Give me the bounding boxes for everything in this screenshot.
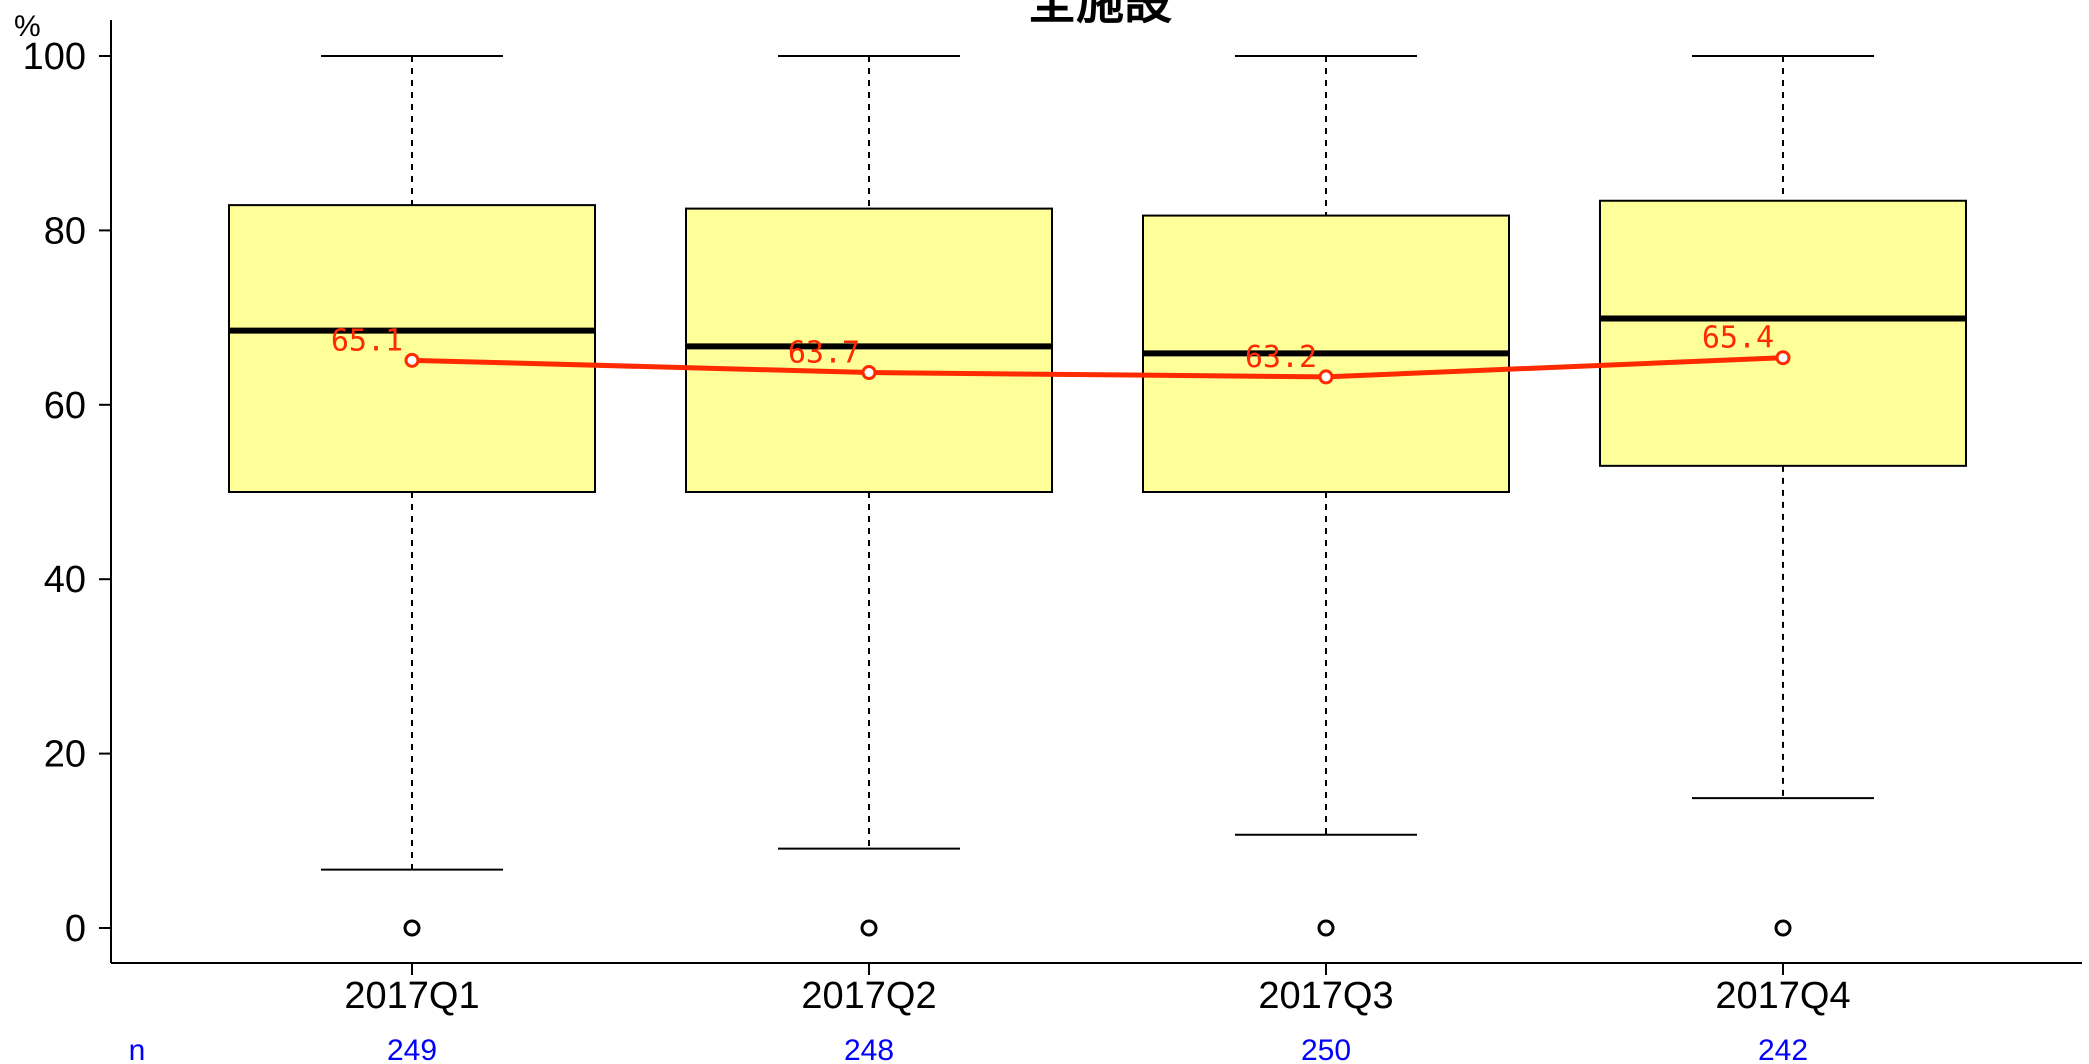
box-2017Q1 bbox=[228, 55, 596, 937]
n-value: 250 bbox=[1301, 1034, 1351, 1064]
n-value: 249 bbox=[387, 1034, 437, 1064]
iqr-box bbox=[228, 204, 596, 493]
mean-line bbox=[411, 355, 1784, 380]
mean-value-label: 65.1 bbox=[331, 323, 403, 358]
chart-title: 全施設 bbox=[1027, 0, 1172, 30]
x-tick-label: 2017Q4 bbox=[1715, 975, 1850, 1017]
outlier-point bbox=[1774, 919, 1792, 937]
y-tick-label: 40 bbox=[44, 559, 86, 601]
box-2017Q4 bbox=[1599, 55, 1967, 937]
iqr-box bbox=[685, 207, 1053, 493]
mean-value-label: 63.2 bbox=[1245, 340, 1317, 375]
x-tick-label: 2017Q3 bbox=[1258, 975, 1393, 1017]
mean-point bbox=[404, 352, 420, 368]
outlier-point bbox=[403, 919, 421, 937]
n-values: 249 248 250 242 bbox=[387, 1034, 1808, 1064]
mean-point bbox=[861, 365, 877, 381]
x-tick-label: 2017Q2 bbox=[801, 975, 936, 1017]
y-axis-ticks: 0 20 40 60 80 100 bbox=[23, 36, 111, 950]
mean-point bbox=[1775, 350, 1791, 366]
box-2017Q3 bbox=[1142, 55, 1510, 937]
mean-value-label: 65.4 bbox=[1702, 321, 1774, 356]
box-plots bbox=[228, 55, 1967, 937]
y-tick-label: 20 bbox=[44, 734, 86, 776]
x-tick-label: 2017Q1 bbox=[344, 975, 479, 1017]
y-axis-unit: % bbox=[14, 10, 41, 43]
mean-value-label: 63.7 bbox=[788, 336, 860, 371]
mean-line-series: 65.1 63.7 63.2 65.4 bbox=[331, 321, 1791, 385]
y-tick-label: 60 bbox=[44, 385, 86, 427]
n-value: 242 bbox=[1758, 1034, 1808, 1064]
outlier-point bbox=[1317, 919, 1335, 937]
n-value: 248 bbox=[844, 1034, 894, 1064]
n-row-label: n bbox=[129, 1034, 146, 1064]
x-axis-labels: 2017Q1 2017Q2 2017Q3 2017Q4 bbox=[344, 963, 1851, 1017]
y-tick-label: 0 bbox=[65, 908, 86, 950]
iqr-box bbox=[1599, 199, 1967, 467]
outlier-point bbox=[860, 919, 878, 937]
y-tick-label: 80 bbox=[44, 210, 86, 252]
box-2017Q2 bbox=[685, 55, 1053, 937]
y-tick-label: 100 bbox=[23, 36, 86, 78]
mean-point bbox=[1318, 369, 1334, 385]
